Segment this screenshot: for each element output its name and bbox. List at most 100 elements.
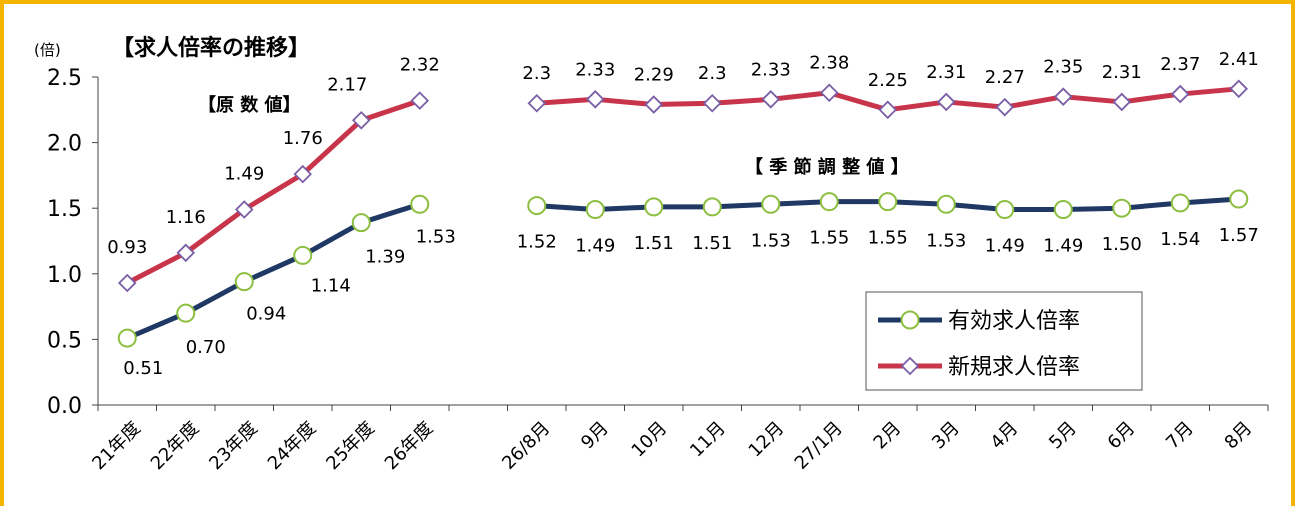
x-tick-label: 24年度 [264,418,321,475]
data-label: 0.70 [186,337,226,358]
data-point-circle [234,272,254,292]
data-label: 1.53 [926,230,966,251]
data-label: 1.53 [751,230,791,251]
legend-box [865,291,1143,391]
data-label: 1.49 [575,236,615,257]
data-label: 2.3 [698,63,727,84]
data-point-diamond [1112,92,1132,112]
data-label: 2.27 [985,67,1025,88]
data-label: 2.31 [926,62,966,83]
x-tick-label: 26/8月 [498,418,554,474]
data-label: 2.3 [522,63,551,84]
data-label: 1.49 [1043,236,1083,257]
x-tick-label: 21年度 [88,418,145,475]
legend-label: 有効求人倍率 [948,309,1080,334]
y-unit-label: (倍) [34,41,61,59]
data-label: 2.17 [327,74,367,95]
data-label: 1.76 [283,128,323,149]
x-tick-label: 26年度 [381,418,438,475]
data-point-diamond [351,111,371,130]
series-line-active-ratio [126,201,421,341]
y-tick-label: 2.0 [47,132,82,157]
data-point-circle [176,303,196,323]
data-point-circle [936,194,956,214]
x-tick-label: 12月 [745,418,789,462]
x-tick-label: 11月 [686,418,730,462]
data-label: 2.33 [751,59,791,80]
data-point-circle [585,200,605,220]
x-tick-label: 3月 [928,418,964,454]
data-point-diamond [702,93,722,113]
data-label: 2.25 [868,70,908,91]
x-tick-label: 22年度 [147,418,204,475]
data-point-circle [1112,198,1132,218]
data-point-diamond [585,90,605,109]
data-label: 1.55 [809,228,849,249]
data-label: 1.52 [517,232,557,253]
data-point-diamond [410,91,430,110]
data-point-diamond [1229,79,1249,99]
x-tick-label: 6月 [1104,418,1140,454]
legend-marker-diamond [900,356,920,376]
x-tick-label: 9月 [577,418,613,454]
data-point-diamond [936,92,956,112]
data-label: 0.93 [107,237,147,258]
data-point-circle [527,196,547,216]
data-point-diamond [819,83,839,103]
data-label: 1.16 [166,207,206,228]
y-tick-label: 2.5 [47,66,82,91]
data-point-diamond [1053,87,1073,106]
data-point-circle [878,192,898,212]
data-label: 1.50 [1102,234,1142,255]
data-point-circle [1170,193,1190,213]
data-label: 1.51 [692,233,732,254]
legend-label: 新規求人倍率 [948,355,1080,380]
data-label: 1.14 [311,275,351,296]
data-label: 1.49 [985,236,1025,257]
x-tick-label: 10月 [628,418,672,462]
data-label: 2.37 [1160,54,1200,75]
series-line-new-ratio [126,98,421,286]
data-point-circle [293,245,313,265]
x-tick-label: 25年度 [322,418,379,475]
data-point-circle [351,213,371,233]
data-label: 2.29 [634,65,674,86]
data-point-diamond [527,93,547,113]
data-label: 1.51 [634,233,674,254]
data-label: 1.54 [1160,229,1200,250]
data-point-circle [702,197,722,217]
data-point-diamond [644,95,664,114]
x-tick-label: 7月 [1162,418,1198,454]
data-point-circle [819,192,839,212]
data-label: 2.35 [1043,57,1083,78]
data-label: 1.39 [365,247,405,268]
x-tick-label: 27/1月 [791,418,847,474]
data-label: 2.41 [1219,49,1259,70]
data-label: 2.32 [400,55,440,76]
data-point-diamond [761,90,781,109]
data-point-diamond [293,164,313,184]
x-tick-label: 2月 [870,418,906,454]
data-point-circle [117,328,137,348]
data-point-circle [995,200,1015,220]
data-label: 1.57 [1219,225,1259,246]
data-point-diamond [995,97,1015,117]
data-label: 1.55 [868,228,908,249]
y-tick-label: 0.0 [47,394,82,419]
data-label: 1.53 [416,226,456,247]
data-point-circle [1229,189,1249,209]
x-tick-label: 4月 [987,418,1023,454]
data-point-diamond [1170,84,1190,104]
data-label: 0.51 [123,358,163,379]
x-tick-label: 8月 [1221,418,1257,454]
data-point-diamond [234,200,254,219]
data-point-circle [761,194,781,214]
y-tick-label: 1.5 [47,197,82,222]
data-label: 2.33 [575,59,615,80]
y-tick-label: 1.0 [47,263,82,288]
section-label-original: 【原 数 値】 [198,94,301,116]
chart-title: 【求人倍率の推移】 [112,35,310,61]
data-label: 2.31 [1102,62,1142,83]
